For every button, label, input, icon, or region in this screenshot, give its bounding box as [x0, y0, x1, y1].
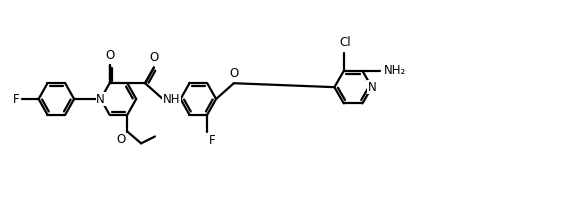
Text: NH: NH — [163, 92, 180, 106]
Text: N: N — [96, 92, 105, 106]
Text: Cl: Cl — [339, 36, 350, 49]
Text: F: F — [209, 134, 216, 148]
Text: NH₂: NH₂ — [384, 64, 406, 77]
Text: O: O — [229, 68, 238, 81]
Text: O: O — [105, 49, 114, 62]
Text: O: O — [116, 132, 126, 146]
Text: O: O — [229, 67, 238, 80]
Text: F: F — [13, 92, 20, 106]
Text: N: N — [367, 81, 376, 94]
Text: O: O — [150, 50, 159, 64]
